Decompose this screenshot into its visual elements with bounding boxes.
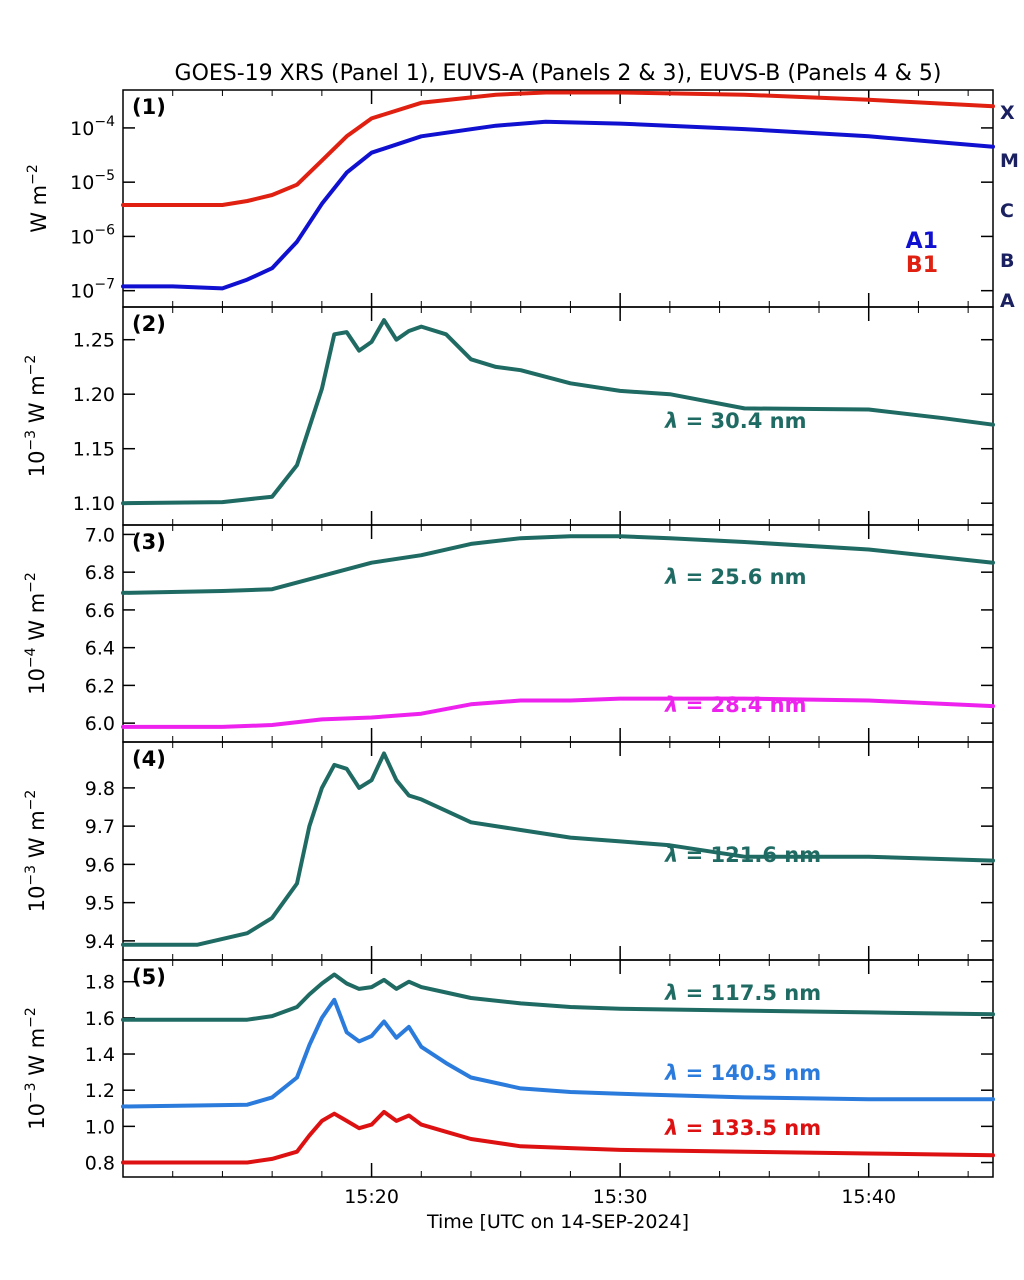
y-tick-label: 1.20 [73,384,115,406]
y-axis-label: 10−3 W m−2 [23,355,49,478]
y-tick-label: 10−7 [70,277,115,303]
panel-label: (4) [132,747,166,771]
panel-2: 1.10 1.15 1.20 1.25 10−3 W m−2 (2) λ = 30.4 nm [23,306,995,526]
series-line--28-4-nm [121,696,995,729]
y-tick-label: 9.7 [85,816,115,838]
y-tick-label: 6.8 [85,562,115,584]
series-line--117-5-nm [121,972,995,1022]
panel-3: 6.0 6.2 6.4 6.6 6.8 7.0 10−4 W m−2 (3) λ = 25.6 … [23,524,995,743]
y-tick-label: 1.25 [73,330,115,352]
x-axis-label: Time [UTC on 14-SEP-2024] [426,1211,689,1233]
y-tick-label: 0.8 [85,1153,115,1175]
series-label: λ = 140.5 nm [664,1061,821,1085]
panel-label: (1) [132,95,166,119]
y-tick-label: 1.6 [85,1008,115,1030]
y-tick-label: 9.5 [85,893,115,915]
y-tick-label: 7.0 [85,524,115,546]
y-tick-label: 1.2 [85,1080,115,1102]
y-axis-label: 10−3 W m−2 [23,1007,49,1130]
x-tick-label: 15:30 [593,1186,648,1208]
legend-entry: B1 [906,253,938,278]
y-tick-label: 6.0 [85,713,115,735]
series-line--121-6-nm [121,751,995,947]
y-tick-label: 6.2 [85,675,115,697]
y-tick-label: 10−6 [70,222,115,248]
chart-title: GOES-19 XRS (Panel 1), EUVS-A (Panels 2 … [175,61,942,86]
panel-label: (2) [132,312,166,336]
y-axis-label: W m−2 [25,164,51,233]
series-label: λ = 117.5 nm [664,981,821,1005]
y-tick-label: 6.6 [85,600,115,622]
series-label: λ = 121.6 nm [664,843,821,867]
series-label: λ = 28.4 nm [664,693,806,717]
y-tick-label: 10−5 [70,168,115,194]
flare-class-label: X [1000,102,1015,124]
y-tick-label: 9.4 [85,931,115,953]
flare-class-label: B [1000,250,1014,272]
series-line--30-4-nm [121,318,995,506]
series-label: λ = 133.5 nm [664,1116,821,1140]
panel-label: (3) [132,530,166,554]
flare-class-label: A [1000,290,1015,312]
y-tick-label: 1.4 [85,1044,115,1066]
panel-4: 9.4 9.5 9.6 9.7 9.8 10−3 W m−2 (4) λ = 121.6 nm [23,741,995,961]
series-label: λ = 25.6 nm [664,565,806,589]
series-line-b1 [121,90,995,207]
y-tick-label: 1.8 [85,972,115,994]
y-tick-label: 1.15 [73,439,115,461]
flare-class-label: M [1000,150,1019,172]
panel-5: 0.8 1.0 1.2 1.4 1.6 1.8 10−3 W m−2 (5) λ = 117.5… [23,959,995,1178]
y-tick-label: 1.10 [73,493,115,515]
y-tick-label: 1.0 [85,1116,115,1138]
series-label: λ = 30.4 nm [664,409,806,433]
series-line--133-5-nm [121,1109,995,1165]
panels: 10−710−610−510−4W m−2(1)A1B1XMCBA1.101.1… [23,89,1019,1208]
y-tick-label: 6.4 [85,638,115,660]
panel-label: (5) [132,965,166,989]
panel-frame [122,959,994,1178]
series-line--25-6-nm [121,534,995,595]
panel-frame [122,524,994,743]
y-tick-label: 9.8 [85,778,115,800]
y-tick-label: 10−4 [70,114,115,140]
flare-class-label: C [1000,200,1014,222]
panel-frame [122,306,994,526]
x-tick-label: 15:20 [344,1186,399,1208]
legend-entry: A1 [906,229,938,254]
x-tick-label: 15:40 [841,1186,896,1208]
series-line--140-5-nm [121,997,995,1109]
y-tick-label: 9.6 [85,854,115,876]
series-line-a1 [121,119,995,291]
y-axis-label: 10−4 W m−2 [23,572,49,695]
y-axis-label: 10−3 W m−2 [23,790,49,913]
